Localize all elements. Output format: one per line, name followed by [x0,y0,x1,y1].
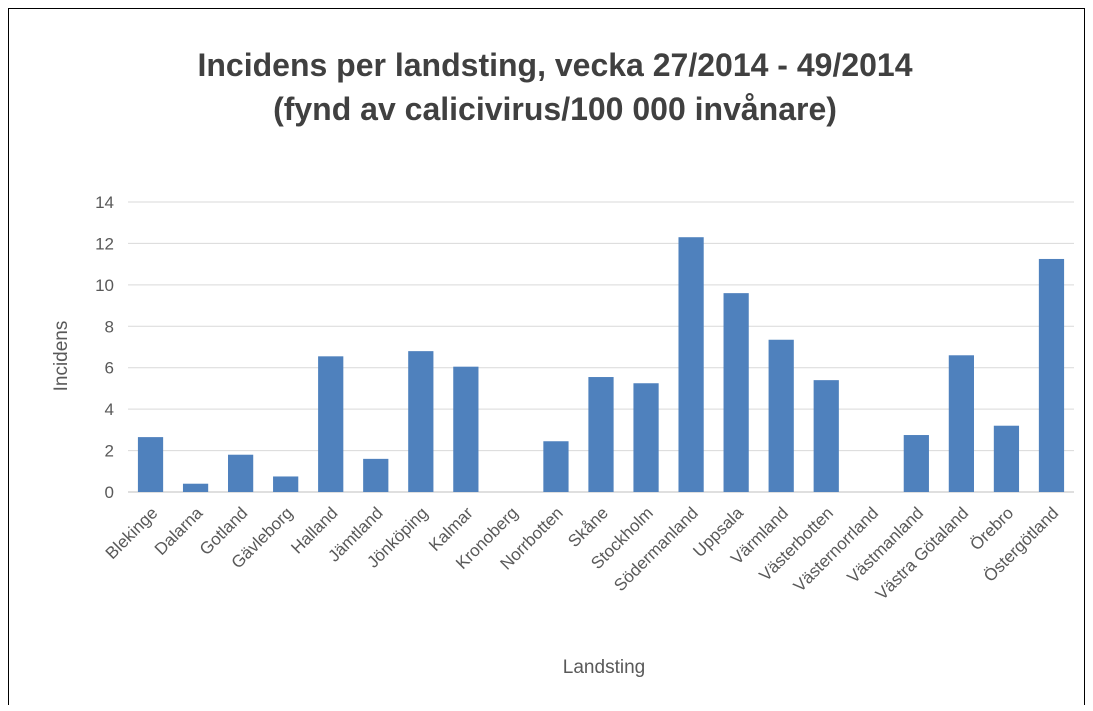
x-axis-title: Landsting [563,657,645,678]
y-tick-label: 8 [105,317,114,336]
y-tick-label: 12 [95,234,114,253]
bar-blekinge [137,437,164,492]
bar-jämtland [363,458,389,492]
y-tick-label: 4 [105,400,114,419]
bars [137,237,1065,492]
chart-title-line-1: Incidens per landsting, vecka 27/2014 - … [197,47,912,83]
y-axis-title: Incidens [51,321,72,392]
chart-title-line-2: (fynd av calicivirus/100 000 invånare) [273,91,837,127]
y-tick-label: 6 [105,359,114,378]
bar-västmanland [903,435,929,492]
chart-frame: Incidens per landsting, vecka 27/2014 - … [8,8,1085,705]
x-axis-labels: BlekingeDalarnaGotlandGävleborgHallandJä… [102,503,1063,604]
bar-chart: Incidens per landsting, vecka 27/2014 - … [51,47,1074,678]
y-tick-label: 14 [95,193,114,212]
y-tick-label: 0 [105,483,114,502]
bar-södermanland [678,237,704,492]
bar-gävleborg [273,476,299,492]
bar-västerbotten [813,380,839,492]
bar-dalarna [182,483,209,492]
x-tick-label: Blekinge [102,503,162,563]
bar-östergötland [1038,258,1065,492]
bar-uppsala [723,293,749,492]
y-axis-ticks: 0 2 4 6 8 10 12 14 [95,193,114,502]
bar-stockholm [633,383,659,492]
y-tick-label: 2 [105,442,114,461]
y-tick-label: 10 [95,276,114,295]
bar-norrbotten [543,441,569,492]
bar-jönköping [408,351,434,492]
bar-kalmar [453,366,479,492]
bar-gotland [228,454,254,492]
bar-västra-götaland [948,355,974,492]
bar-skåne [588,377,614,492]
bar-värmland [768,339,794,492]
bar-örebro [993,425,1020,492]
x-tick-label: Dalarna [151,503,207,559]
bar-halland [318,356,344,492]
